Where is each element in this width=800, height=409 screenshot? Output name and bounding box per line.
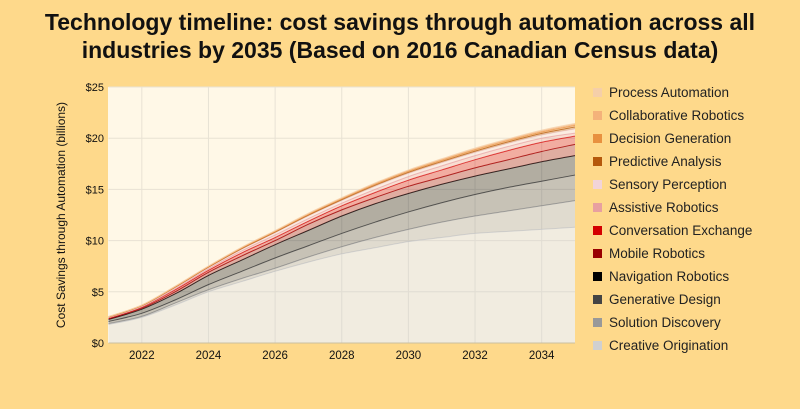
legend-label: Predictive Analysis (609, 154, 722, 169)
legend-label: Decision Generation (609, 131, 732, 146)
area-conversation-exchange (108, 136, 575, 319)
line-navigation-robotics (108, 155, 576, 320)
legend-swatch (593, 295, 602, 304)
legend-item[interactable]: Assistive Robotics (593, 196, 752, 219)
x-tick-label: 2032 (462, 350, 488, 362)
y-tick-label: $5 (92, 287, 104, 299)
area-generative-design (108, 175, 575, 324)
legend-label: Collaborative Robotics (609, 108, 745, 123)
legend-item[interactable]: Process Automation (593, 81, 752, 104)
legend-swatch (593, 134, 602, 143)
area-mobile-robotics (108, 144, 575, 320)
legend-swatch (593, 272, 602, 281)
y-tick-label: $10 (86, 236, 104, 248)
legend-item[interactable]: Sensory Perception (593, 173, 752, 196)
legend-label: Conversation Exchange (609, 223, 753, 238)
grid-lines (108, 86, 575, 343)
legend-item[interactable]: Decision Generation (593, 127, 752, 150)
line-creative-origination (108, 226, 576, 326)
legend-label: Assistive Robotics (609, 200, 719, 215)
line-generative-design (108, 174, 576, 322)
legend-item[interactable]: Conversation Exchange (593, 219, 752, 242)
legend-swatch (593, 180, 602, 189)
legend-item[interactable]: Creative Origination (593, 334, 752, 357)
legend-label: Creative Origination (609, 338, 729, 353)
axes: $0 $5 $10 $15 $20 $25 2022 2024 2026 2028 2030 2032… (86, 82, 575, 362)
legend-item[interactable]: Solution Discovery (593, 311, 752, 334)
chart-title: Technology timeline: cost savings throug… (0, 8, 800, 64)
x-tick-label: 2022 (129, 350, 155, 362)
legend-swatch (593, 111, 602, 120)
y-tick-label: $15 (86, 184, 104, 196)
x-tick-label: 2034 (529, 350, 555, 362)
legend-label: Generative Design (609, 292, 721, 307)
legend-label: Navigation Robotics (609, 269, 730, 284)
line-process-automation (108, 122, 576, 317)
legend-item[interactable]: Mobile Robotics (593, 242, 752, 265)
y-tick-label: $0 (92, 338, 104, 350)
line-conversation-exchange (108, 135, 576, 319)
y-tick-label: $20 (86, 133, 104, 145)
legend-label: Solution Discovery (609, 315, 721, 330)
legend-swatch (593, 249, 602, 258)
area-creative-origination (108, 227, 575, 343)
legend-item[interactable]: Collaborative Robotics (593, 104, 752, 127)
area-series (108, 122, 576, 343)
legend-item[interactable]: Generative Design (593, 288, 752, 311)
line-assistive-robotics (108, 132, 576, 319)
line-solution-discovery (108, 200, 576, 325)
legend: Process Automation Collaborative Robotics… (593, 81, 752, 357)
legend-item[interactable]: Navigation Robotics (593, 265, 752, 288)
y-tick-label: $25 (86, 82, 104, 94)
legend-swatch (593, 157, 602, 166)
x-tick-label: 2026 (262, 350, 288, 362)
legend-item[interactable]: Predictive Analysis (593, 150, 752, 173)
area-solution-discovery (108, 200, 575, 325)
chart-title-line-2: industries by 2035 (Based on 2016 Canadi… (81, 37, 719, 63)
area-navigation-robotics (108, 155, 575, 322)
legend-swatch (593, 341, 602, 350)
legend-label: Mobile Robotics (609, 246, 706, 261)
legend-swatch (593, 226, 602, 235)
legend-label: Process Automation (609, 85, 730, 100)
legend-label: Sensory Perception (609, 177, 727, 192)
legend-swatch (593, 88, 602, 97)
legend-swatch (593, 203, 602, 212)
legend-swatch (593, 318, 602, 327)
line-mobile-robotics (108, 143, 576, 320)
x-tick-label: 2024 (196, 350, 222, 362)
x-tick-label: 2028 (329, 350, 355, 362)
y-axis-label: Cost Savings through Automation (billion… (54, 102, 68, 328)
chart-title-line-1: Technology timeline: cost savings throug… (44, 9, 756, 35)
x-tick-label: 2030 (396, 350, 422, 362)
